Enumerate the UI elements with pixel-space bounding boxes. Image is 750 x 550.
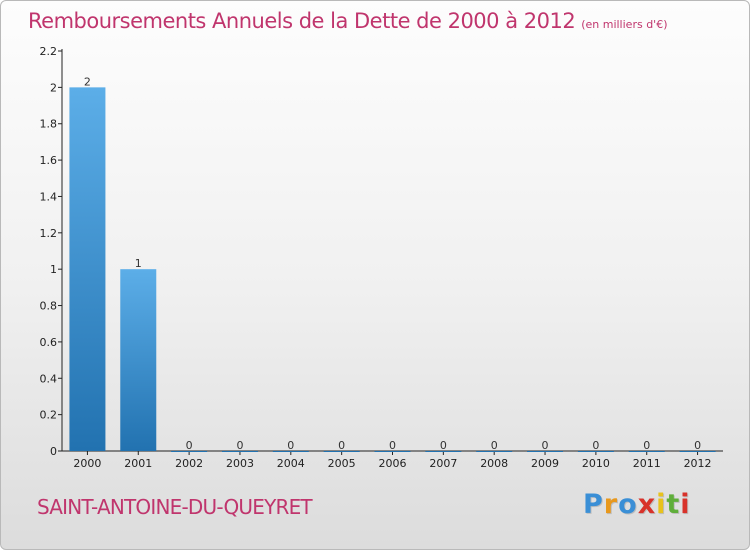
data-label: 0 xyxy=(440,439,447,452)
chart-title: Remboursements Annuels de la Dette de 20… xyxy=(28,9,667,33)
y-tick-label: 1 xyxy=(50,263,57,276)
data-label: 0 xyxy=(491,439,498,452)
x-tick-label: 2005 xyxy=(328,457,356,470)
bar-2001 xyxy=(120,269,157,451)
data-label: 2 xyxy=(84,75,91,88)
data-label: 0 xyxy=(592,439,599,452)
bar-2009 xyxy=(527,451,564,452)
data-label: 0 xyxy=(542,439,549,452)
bar-2000 xyxy=(69,87,106,451)
bar-2006 xyxy=(374,451,411,452)
commune-name: SAINT-ANTOINE-DU-QUEYRET xyxy=(37,495,313,519)
y-tick-label: 1.6 xyxy=(40,154,58,167)
x-tick-label: 2011 xyxy=(633,457,661,470)
data-label: 0 xyxy=(236,439,243,452)
logo-letter: x xyxy=(637,489,657,520)
x-tick-label: 2010 xyxy=(582,457,610,470)
logo-letter: o xyxy=(618,489,638,520)
bar-2007 xyxy=(425,451,462,452)
y-tick-label: 0.2 xyxy=(40,409,58,422)
chart-title-text: Remboursements Annuels de la Dette de 20… xyxy=(28,9,576,33)
data-label: 0 xyxy=(287,439,294,452)
y-tick-label: 2 xyxy=(50,81,57,94)
y-tick-label: 0.8 xyxy=(40,300,58,313)
logo-letter: t xyxy=(666,489,681,520)
bar-2004 xyxy=(272,451,309,452)
y-tick-label: 1.4 xyxy=(40,190,58,203)
bar-2008 xyxy=(476,451,513,452)
logo-letter: i xyxy=(680,489,691,520)
x-tick-label: 2004 xyxy=(277,457,305,470)
y-tick-label: 0 xyxy=(50,445,57,458)
data-label: 1 xyxy=(135,257,142,270)
data-label: 0 xyxy=(694,439,701,452)
logo-letter: P xyxy=(583,489,604,520)
bar-2002 xyxy=(171,451,208,452)
x-tick-label: 2012 xyxy=(684,457,712,470)
data-label: 0 xyxy=(338,439,345,452)
x-tick-label: 2008 xyxy=(480,457,508,470)
y-tick-label: 0.4 xyxy=(40,372,58,385)
data-label: 0 xyxy=(643,439,650,452)
chart-subtitle: (en milliers d'€) xyxy=(581,18,668,31)
x-tick-label: 2000 xyxy=(73,457,101,470)
bar-2011 xyxy=(628,451,665,452)
bar-2003 xyxy=(221,451,258,452)
chart-bars xyxy=(69,87,716,452)
x-tick-label: 2009 xyxy=(531,457,559,470)
bar-2005 xyxy=(323,451,360,452)
y-tick-label: 1.8 xyxy=(40,118,58,131)
logo-letter: i xyxy=(656,489,667,520)
y-tick-label: 1.2 xyxy=(40,227,58,240)
chart-labels: 2000 2 2001 1 2002 0 2003 0 2004 0 2005 0 2006 0 2007 0… xyxy=(73,75,711,470)
bar-2012 xyxy=(679,451,716,452)
bar-2010 xyxy=(577,451,614,452)
proxiti-logo: Proxiti xyxy=(583,489,691,520)
y-tick-label: 2.2 xyxy=(40,45,58,58)
x-tick-label: 2003 xyxy=(226,457,254,470)
x-tick-label: 2001 xyxy=(124,457,152,470)
data-label: 0 xyxy=(389,439,396,452)
x-tick-label: 2006 xyxy=(379,457,407,470)
x-tick-label: 2007 xyxy=(429,457,457,470)
y-tick-label: 0.6 xyxy=(40,336,58,349)
logo-letter: r xyxy=(603,489,619,520)
x-tick-label: 2002 xyxy=(175,457,203,470)
chart-axes: 0 0.2 0.4 0.6 0.8 1 1.2 1.4 1.6 1.8 2 2.2 xyxy=(40,45,723,458)
data-label: 0 xyxy=(186,439,193,452)
